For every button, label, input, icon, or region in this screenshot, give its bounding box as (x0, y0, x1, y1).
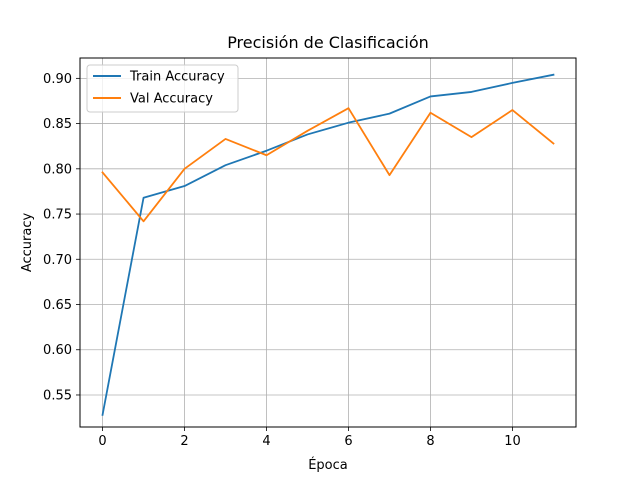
grid-lines (80, 58, 576, 427)
y-tick-label: 0.90 (43, 72, 72, 87)
y-tick-label: 0.65 (43, 298, 72, 313)
series-line-train-accuracy (101, 73, 555, 416)
legend-label-val: Val Accuracy (130, 92, 213, 107)
x-tick-label: 2 (180, 434, 188, 449)
chart-title: Precisión de Clasificación (227, 33, 429, 52)
y-tick-label: 0.60 (43, 343, 72, 358)
series-line-val-accuracy (101, 107, 555, 223)
legend: Train Accuracy Val Accuracy (86, 64, 239, 113)
plot-frame (79, 57, 577, 428)
x-tick-label: 0 (98, 434, 106, 449)
y-tick-label: 0.80 (43, 162, 72, 177)
y-tick-label: 0.55 (43, 388, 72, 403)
y-tick-label: 0.75 (43, 208, 72, 223)
x-tick-label: 4 (262, 434, 270, 449)
axis-ticks: 0 2 4 6 8 10 0.55 0.60 0.65 0.70 0.75 0.80 0.85 0.90 (43, 72, 521, 449)
y-tick-label: 0.70 (43, 253, 72, 268)
legend-box (86, 64, 239, 113)
x-axis-label: Época (308, 457, 348, 473)
y-axis-label: Accuracy (20, 213, 35, 273)
x-tick-label: 8 (426, 434, 434, 449)
x-tick-label: 10 (504, 434, 521, 449)
y-tick-label: 0.85 (43, 117, 72, 132)
series-lines (101, 73, 555, 416)
x-tick-label: 6 (344, 434, 352, 449)
legend-label-train: Train Accuracy (129, 70, 225, 85)
